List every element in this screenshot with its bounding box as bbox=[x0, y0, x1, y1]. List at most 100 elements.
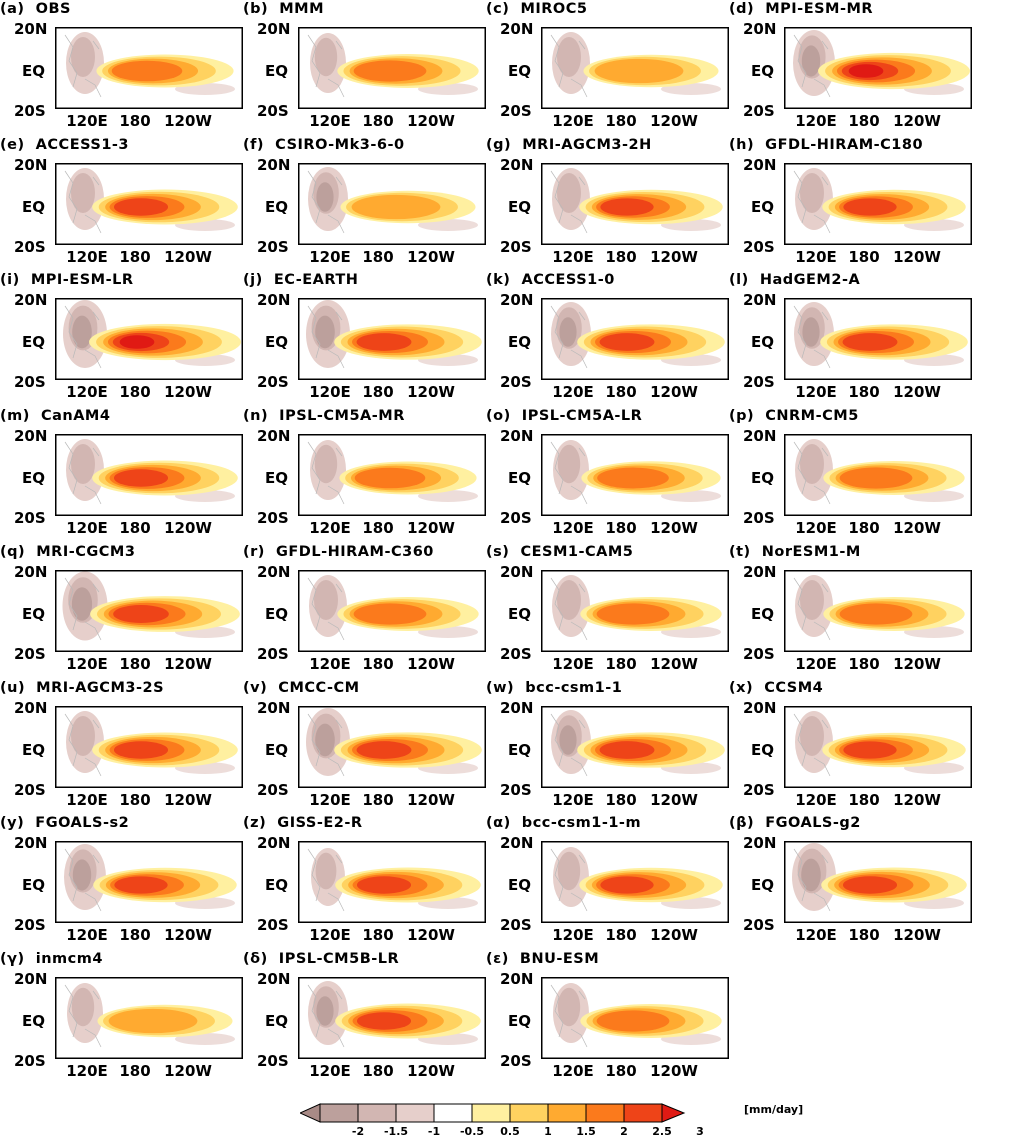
y-tick-label: 20S bbox=[257, 916, 289, 934]
colorbar-tick-label: 2.5 bbox=[652, 1125, 672, 1138]
map-panel: (e) ACCESS1-3 20N EQ 20S 120E 180 120W bbox=[0, 137, 243, 273]
y-tick-label: 20S bbox=[257, 238, 289, 256]
y-tick-label: 20S bbox=[257, 781, 289, 799]
positive-anomaly-contour bbox=[848, 64, 884, 78]
negative-anomaly-region bbox=[559, 317, 577, 347]
x-tick-label: 120E bbox=[552, 1062, 594, 1080]
map-plot bbox=[298, 434, 486, 516]
x-tick-label: 120W bbox=[164, 791, 212, 809]
x-tick-label: 180 bbox=[848, 383, 880, 401]
x-tick-label: 180 bbox=[362, 112, 394, 130]
panel-title: (β) FGOALS-g2 bbox=[729, 815, 861, 831]
panel-title: (b) MMM bbox=[243, 1, 325, 17]
coastline bbox=[307, 34, 345, 98]
y-tick-label: 20N bbox=[257, 427, 291, 445]
positive-anomaly-contour bbox=[600, 876, 654, 894]
negative-anomaly-region bbox=[800, 173, 824, 213]
x-tick-label: 180 bbox=[362, 248, 394, 266]
y-tick-label: 20N bbox=[743, 563, 777, 581]
colorbar-bar bbox=[298, 1103, 686, 1123]
positive-anomaly-contour bbox=[842, 876, 898, 894]
x-tick-label: 120E bbox=[309, 1062, 351, 1080]
positive-anomaly-contour bbox=[111, 60, 183, 82]
x-tick-label: 120E bbox=[66, 1062, 108, 1080]
x-tick-label: 120E bbox=[795, 926, 837, 944]
panel-title: (i) MPI-ESM-LR bbox=[0, 272, 134, 288]
x-tick-label: 120E bbox=[66, 791, 108, 809]
positive-anomaly-contour bbox=[113, 741, 169, 759]
y-tick-label: EQ bbox=[265, 1012, 288, 1030]
y-tick-label: EQ bbox=[22, 62, 45, 80]
coastline bbox=[64, 34, 102, 98]
y-tick-label: 20S bbox=[14, 238, 46, 256]
x-tick-label: 180 bbox=[119, 248, 151, 266]
x-tick-label: 180 bbox=[848, 112, 880, 130]
y-tick-label: EQ bbox=[265, 741, 288, 759]
negative-anomaly-region bbox=[557, 444, 581, 484]
map-plot bbox=[298, 841, 486, 923]
coastline bbox=[307, 577, 345, 641]
colorbar-segment bbox=[547, 1103, 587, 1123]
coastline bbox=[550, 577, 588, 641]
map-panel: (α) bcc-csm1-1-m 20N EQ 20S 120E 180 120W bbox=[486, 815, 729, 951]
negative-anomaly-region bbox=[557, 851, 581, 891]
positive-anomaly-contour bbox=[119, 335, 155, 349]
coastline bbox=[307, 441, 345, 505]
y-tick-label: 20S bbox=[500, 102, 532, 120]
y-tick-label: 20N bbox=[500, 291, 534, 309]
x-tick-label: 120W bbox=[164, 248, 212, 266]
map-plot bbox=[784, 27, 972, 109]
map-frame bbox=[298, 163, 486, 245]
panel-title: (q) MRI-CGCM3 bbox=[0, 544, 136, 560]
y-tick-label: 20N bbox=[257, 156, 291, 174]
y-tick-label: 20N bbox=[14, 970, 48, 988]
map-panel: (p) CNRM-CM5 20N EQ 20S 120E 180 120W bbox=[729, 408, 972, 544]
y-tick-label: 20N bbox=[14, 699, 48, 717]
x-tick-label: 120E bbox=[795, 519, 837, 537]
x-tick-label: 120E bbox=[795, 655, 837, 673]
x-tick-label: 120E bbox=[309, 248, 351, 266]
y-tick-label: 20S bbox=[500, 1052, 532, 1070]
panel-title: (γ) inmcm4 bbox=[0, 951, 103, 967]
x-tick-label: 120W bbox=[893, 383, 941, 401]
x-tick-label: 120E bbox=[795, 383, 837, 401]
map-panel: (γ) inmcm4 20N EQ 20S 120E 180 120W bbox=[0, 951, 243, 1087]
positive-anomaly-contour bbox=[353, 60, 427, 82]
positive-anomaly-contour bbox=[594, 58, 684, 84]
x-tick-label: 180 bbox=[119, 1062, 151, 1080]
coastline bbox=[793, 34, 831, 98]
map-panel: (v) CMCC-CM 20N EQ 20S 120E 180 120W bbox=[243, 680, 486, 816]
negative-anomaly-region bbox=[800, 580, 824, 620]
positive-anomaly-contour bbox=[599, 333, 655, 351]
map-frame bbox=[298, 841, 486, 923]
map-plot bbox=[784, 706, 972, 788]
y-tick-label: EQ bbox=[265, 333, 288, 351]
y-tick-label: 20N bbox=[500, 427, 534, 445]
y-tick-label: 20S bbox=[14, 373, 46, 391]
coastline bbox=[550, 713, 588, 777]
x-tick-label: 120W bbox=[650, 791, 698, 809]
y-tick-label: 20S bbox=[14, 916, 46, 934]
map-plot bbox=[541, 977, 729, 1059]
negative-anomaly-region bbox=[314, 37, 338, 77]
panel-title: (δ) IPSL-CM5B-LR bbox=[243, 951, 400, 967]
coastline bbox=[64, 713, 102, 777]
x-tick-label: 120E bbox=[309, 926, 351, 944]
map-plot bbox=[55, 434, 243, 516]
map-plot bbox=[55, 570, 243, 652]
panel-title: (α) bcc-csm1-1-m bbox=[486, 815, 642, 831]
map-panel: (t) NorESM1-M 20N EQ 20S 120E 180 120W bbox=[729, 544, 972, 680]
map-plot bbox=[55, 706, 243, 788]
x-tick-label: 180 bbox=[362, 383, 394, 401]
x-tick-label: 120E bbox=[552, 519, 594, 537]
map-frame bbox=[55, 706, 243, 788]
y-tick-label: EQ bbox=[22, 198, 45, 216]
map-plot bbox=[298, 706, 486, 788]
x-tick-label: 120W bbox=[407, 926, 455, 944]
y-tick-label: 20S bbox=[743, 102, 775, 120]
panel-title: (s) CESM1-CAM5 bbox=[486, 544, 634, 560]
negative-anomaly-region bbox=[316, 996, 334, 1026]
y-tick-label: 20S bbox=[14, 1052, 46, 1070]
panel-title: (n) IPSL-CM5A-MR bbox=[243, 408, 405, 424]
coastline bbox=[307, 984, 345, 1048]
